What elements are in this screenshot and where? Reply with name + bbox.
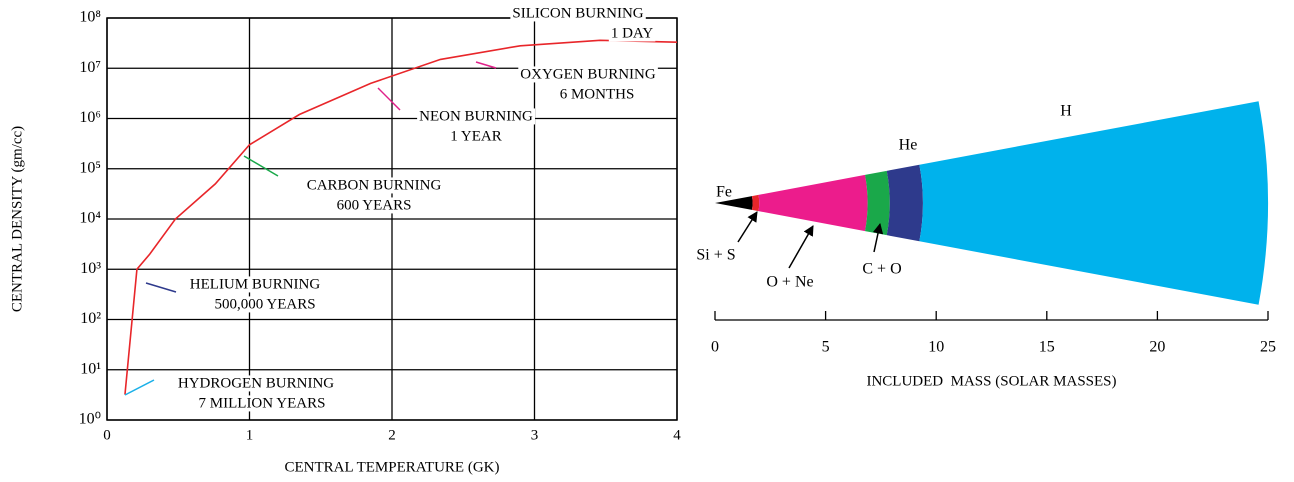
x-tick-label: 5: [822, 339, 830, 356]
wedge-layer: [758, 175, 867, 231]
layer-label: Si + S: [696, 247, 735, 264]
annotation: NEON BURNING: [419, 108, 533, 124]
y-tick-label: 10⁶: [79, 109, 101, 126]
annotation: 1 YEAR: [450, 128, 502, 144]
annotation: OXYGEN BURNING: [520, 66, 656, 82]
layer-label: O + Ne: [766, 274, 813, 291]
leader-line: [378, 88, 400, 110]
layer-arrow: [789, 226, 813, 268]
y-tick-label: 10⁰: [79, 411, 101, 428]
x-tick-label: 4: [673, 427, 681, 443]
x-tick-label: 2: [388, 427, 396, 443]
wedge-layer: [887, 165, 923, 241]
annotation: 1 DAY: [611, 25, 654, 41]
x-tick-label: 1: [246, 427, 254, 443]
annotation: 6 MONTHS: [560, 86, 635, 102]
x-axis-title: CENTRAL TEMPERATURE (GK): [285, 459, 500, 475]
leader-line: [146, 283, 176, 292]
layer-label: He: [899, 137, 918, 154]
annotation: HYDROGEN BURNING: [178, 375, 334, 391]
y-tick-label: 10⁷: [79, 59, 101, 76]
y-tick-label: 10²: [80, 310, 101, 327]
figure: 10⁰ 10¹ 10² 10³ 10⁴ 10⁵ 10⁶ 10⁷ 10⁸ 0 1 2 3 4 CENTRAL …: [0, 0, 1294, 482]
y-tick-label: 10³: [80, 260, 101, 277]
x-tick-label: 25: [1260, 339, 1276, 356]
annotation: SILICON BURNING: [512, 5, 643, 21]
annotation: 7 MILLION YEARS: [199, 395, 326, 411]
layer-label: H: [1060, 103, 1072, 120]
leader-line: [476, 62, 496, 68]
y-tick-label: 10¹: [80, 360, 101, 377]
wedge-layer: [865, 171, 890, 235]
layer-label: Fe: [716, 184, 732, 201]
y-tick-label: 10⁸: [79, 9, 101, 26]
annotation: 500,000 YEARS: [214, 296, 315, 312]
x-tick-label: 0: [711, 339, 719, 356]
layer-label: C + O: [862, 261, 901, 278]
annotation: HELIUM BURNING: [190, 276, 321, 292]
x-tick-label: 15: [1039, 339, 1055, 356]
annotation: CARBON BURNING: [307, 177, 442, 193]
wedge-layer: [752, 195, 759, 211]
y-tick-label: 10⁴: [79, 210, 101, 227]
x-tick-label: 10: [928, 339, 944, 356]
y-axis-title: CENTRAL DENSITY (gm/cc): [9, 126, 25, 312]
annotation: 600 YEARS: [337, 197, 412, 213]
x-axis-title: INCLUDED MASS (SOLAR MASSES): [866, 373, 1116, 389]
x-tick-label: 0: [103, 427, 111, 443]
x-tick-label: 20: [1149, 339, 1165, 356]
leader-line: [125, 380, 154, 395]
wedge-layer: [919, 101, 1268, 304]
x-tick-label: 3: [531, 427, 539, 443]
layer-arrow: [738, 212, 757, 242]
y-tick-label: 10⁵: [79, 159, 101, 176]
